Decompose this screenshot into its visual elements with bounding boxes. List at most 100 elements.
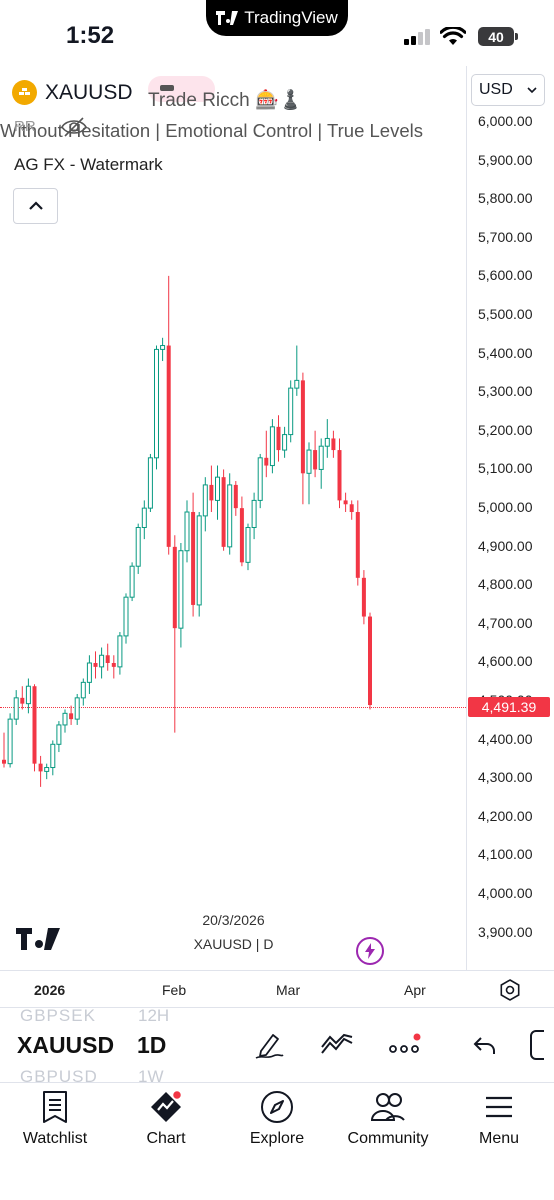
candle-body xyxy=(7,718,13,765)
chart-settings-icon[interactable] xyxy=(498,978,522,1002)
price-axis-label: 6,000.00 xyxy=(478,113,533,129)
legend-symbol-row[interactable]: XAUUSD xyxy=(12,80,133,105)
candle-body xyxy=(269,426,275,467)
price-axis-label: 5,400.00 xyxy=(478,344,533,361)
candle-body xyxy=(50,743,56,769)
candle-body xyxy=(74,697,80,720)
candle-body xyxy=(318,445,324,470)
candle-body xyxy=(69,713,74,720)
candle-body xyxy=(343,500,348,505)
time-axis[interactable] xyxy=(0,970,554,1008)
candle xyxy=(251,492,257,540)
indicator-description: Without Hesitation | Emotional Control |… xyxy=(0,120,423,141)
legend-symbol-name: XAUUSD xyxy=(45,80,133,104)
candle xyxy=(294,345,300,396)
candle xyxy=(135,523,141,574)
nav-menu[interactable]: Menu xyxy=(444,1090,554,1148)
candle-body xyxy=(80,681,86,699)
price-axis-label: 4,700.00 xyxy=(478,614,533,631)
indicator-name[interactable]: Trade Ricch 🎰♟️ xyxy=(148,90,303,111)
price-axis-label: 4,200.00 xyxy=(478,807,533,824)
price-axis-label: 5,600.00 xyxy=(478,267,533,284)
candle-body xyxy=(368,616,372,706)
candlestick-chart[interactable] xyxy=(0,0,466,970)
candle-body xyxy=(62,712,68,726)
chart-series-label: XAUUSD | D xyxy=(193,936,274,952)
interval-picker-prev[interactable]: 12H xyxy=(138,1006,170,1025)
nav-explore[interactable]: Explore xyxy=(222,1090,332,1148)
price-axis-label: 5,100.00 xyxy=(478,460,533,477)
nav-chart[interactable]: Chart xyxy=(111,1090,221,1148)
chart-nav-icon xyxy=(151,1090,183,1122)
candle xyxy=(172,535,177,733)
candle-body xyxy=(221,477,226,547)
candle-body xyxy=(38,763,43,772)
candle xyxy=(74,693,80,725)
candle-body xyxy=(331,438,336,451)
nav-community[interactable]: Community xyxy=(333,1090,443,1148)
menu-icon xyxy=(486,1096,512,1118)
symbol-picker-prev[interactable]: GBPSEK xyxy=(20,1006,96,1025)
candle xyxy=(227,473,233,555)
nav-watchlist[interactable]: Watchlist xyxy=(0,1090,110,1148)
candle xyxy=(264,430,269,478)
candle-body xyxy=(111,663,116,667)
watermark-indicator-label[interactable]: AG FX - Watermark xyxy=(14,155,163,174)
candle-body xyxy=(32,686,37,764)
candle-body xyxy=(264,457,269,466)
candle-body xyxy=(86,662,92,683)
candle xyxy=(2,732,6,768)
candle-body xyxy=(172,546,177,629)
interval-picker-next[interactable]: 1W xyxy=(138,1067,164,1086)
price-axis-label: 4,600.00 xyxy=(478,653,533,670)
price-axis-label: 4,900.00 xyxy=(478,537,533,554)
hide-eye-icon[interactable] xyxy=(60,116,88,138)
price-axis-label: 5,200.00 xyxy=(478,421,533,438)
candle xyxy=(221,469,226,551)
battery-indicator: 40 xyxy=(478,27,514,46)
candle xyxy=(13,690,19,725)
pen-icon xyxy=(255,1034,284,1059)
candle-body xyxy=(209,484,214,501)
candle-body xyxy=(93,663,98,667)
more-tools-button[interactable] xyxy=(388,1028,422,1062)
interval-picker[interactable]: 1D xyxy=(137,1032,167,1058)
last-price-line xyxy=(0,707,466,708)
cellular-signal-icon xyxy=(404,29,430,45)
community-icon xyxy=(370,1093,405,1121)
candle xyxy=(306,442,312,505)
tradingview-watermark-logo xyxy=(16,928,60,950)
indicators-button[interactable] xyxy=(320,1028,354,1062)
more-dots-icon xyxy=(389,1033,421,1053)
candle-body xyxy=(355,512,360,578)
candle xyxy=(313,430,318,478)
overlay-abbrev: RR xyxy=(14,118,36,135)
candle xyxy=(99,647,105,679)
flash-alert-button[interactable] xyxy=(356,937,384,965)
candle xyxy=(56,721,62,753)
collapse-legend-button[interactable] xyxy=(13,188,58,224)
candle xyxy=(343,492,348,513)
layout-button[interactable] xyxy=(530,1028,554,1062)
drawing-tools-button[interactable] xyxy=(252,1028,286,1062)
undo-button[interactable] xyxy=(468,1028,502,1062)
candle-body xyxy=(154,348,159,459)
candle xyxy=(86,655,92,694)
candle xyxy=(62,709,68,733)
nav-watchlist-label: Watchlist xyxy=(22,1130,88,1147)
status-time: 1:52 xyxy=(66,22,115,49)
candle xyxy=(215,465,220,520)
currency-select[interactable]: USD xyxy=(471,74,545,106)
symbol-picker[interactable]: XAUUSD xyxy=(17,1032,115,1058)
time-label-year: 2026 xyxy=(34,982,66,998)
candle-body xyxy=(178,550,184,629)
candle-body xyxy=(202,484,208,517)
symbol-picker-next[interactable]: GBPUSD xyxy=(20,1067,98,1086)
time-label-mar: Mar xyxy=(276,982,301,998)
watchlist-icon xyxy=(43,1091,67,1123)
candle xyxy=(166,275,171,555)
candle xyxy=(324,419,330,458)
time-label-feb: Feb xyxy=(162,982,187,998)
candle xyxy=(93,651,98,679)
compass-icon xyxy=(261,1091,293,1123)
